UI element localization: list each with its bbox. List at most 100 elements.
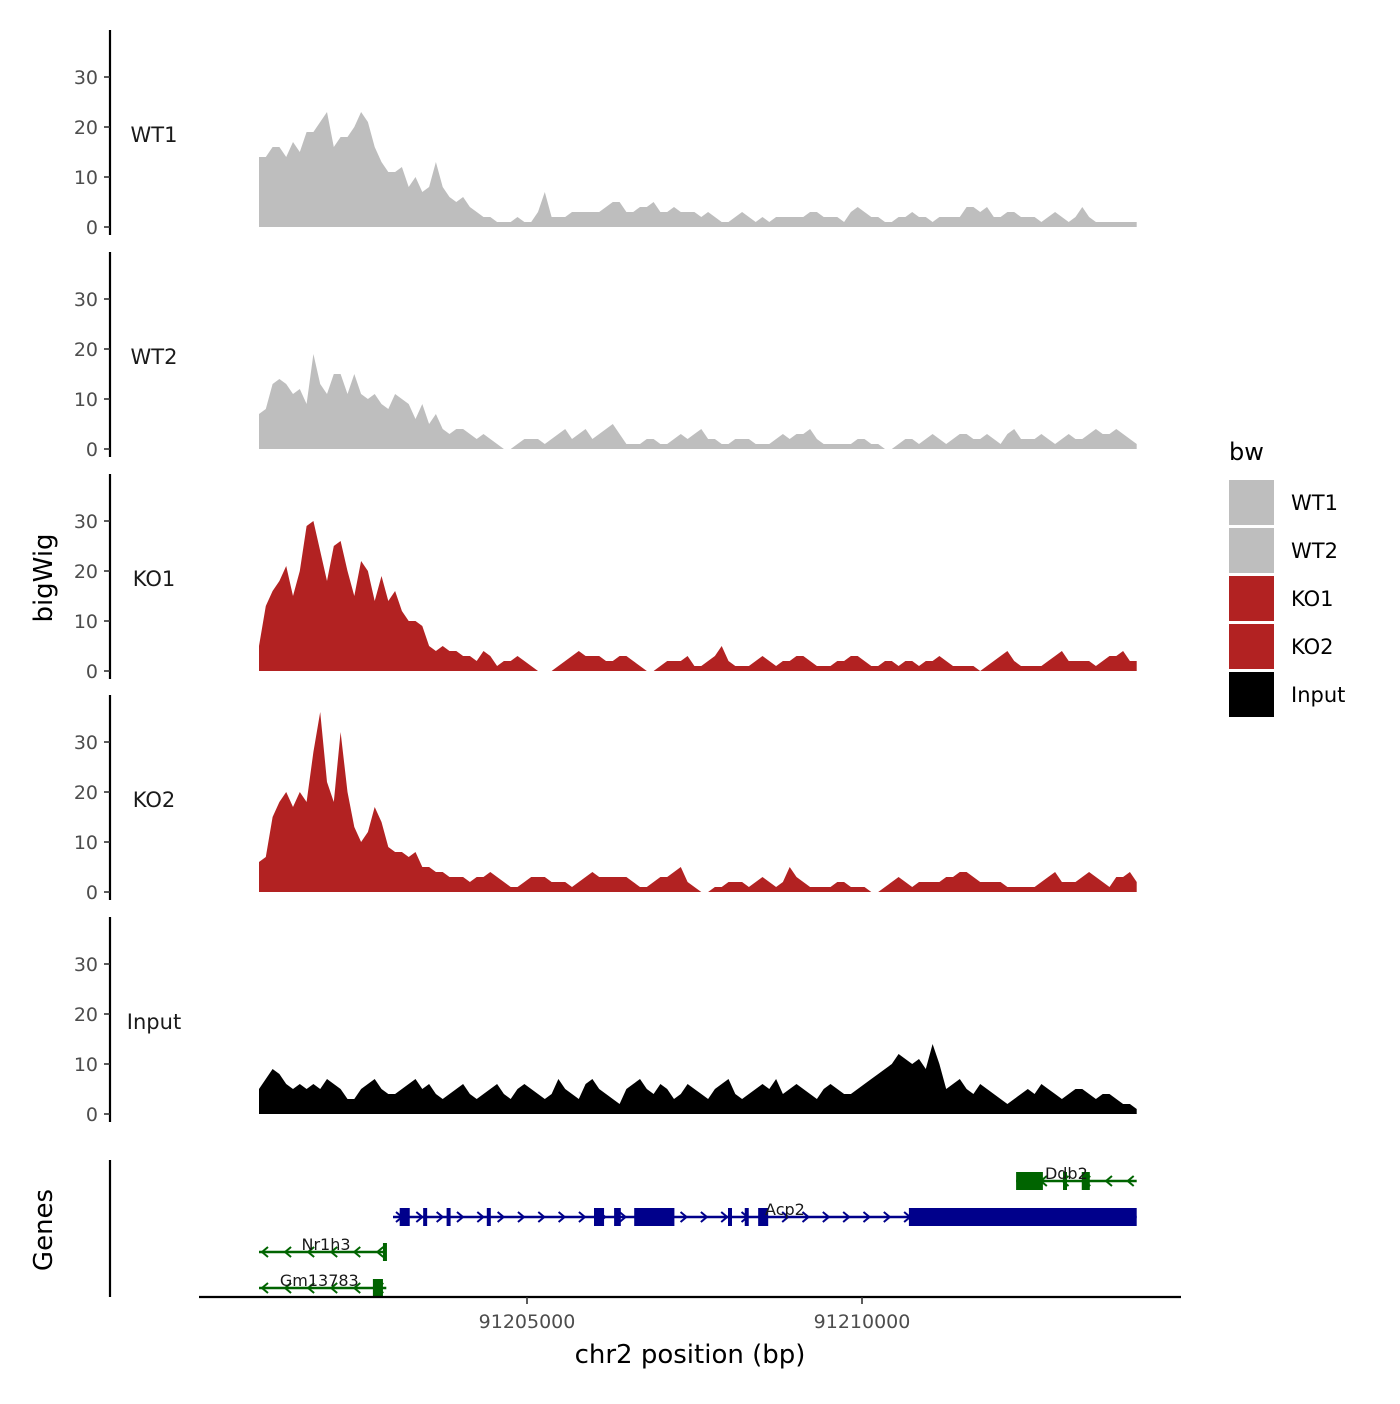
exon [372,1279,383,1297]
exon [1063,1172,1067,1190]
strand-arrow [415,1211,424,1223]
legend-label: KO1 [1291,587,1334,611]
gene-label: Acp2 [765,1200,805,1219]
gene-label: Ddb2 [1045,1164,1088,1183]
strand-arrow [306,1282,315,1294]
y-tick-label: 20 [74,561,98,583]
exon [634,1208,675,1226]
legend-swatch [1229,576,1274,621]
strand-arrow [283,1282,292,1294]
track-label: WT1 [131,123,178,147]
strand-arrow [537,1211,546,1223]
gene-label: Nr1h3 [301,1235,350,1254]
y-tick-label: 30 [74,511,98,533]
track-input: 0 10 20 30 Input [74,917,1137,1126]
track-area [259,354,1137,449]
track-label: KO1 [133,567,176,591]
legend-title: bw [1229,438,1264,466]
strand-arrow [496,1211,506,1223]
legend-label: KO2 [1291,635,1334,659]
genes-axis-label: Genes [29,1189,59,1271]
strand-arrow [329,1246,338,1258]
strand-arrow [375,1246,384,1258]
track-wt1: 0 10 20 30 WT1 [74,30,1137,239]
strand-arrow [1104,1175,1113,1187]
y-tick-label: 20 [74,1004,98,1026]
track-label: Input [127,1010,181,1034]
x-tick-label: 91210000 [814,1311,911,1333]
y-tick-label: 10 [74,611,98,633]
y-tick-label: 30 [74,732,98,754]
strand-arrow [822,1211,831,1223]
track-ko1: 0 10 20 30 KO1 [74,474,1137,683]
legend-label: WT1 [1291,491,1338,515]
strand-arrow [476,1211,485,1223]
x-tick-label: 91205000 [479,1311,576,1333]
exon [1016,1172,1043,1190]
genes-layer: Ddb2 Acp2 Nr1h3 Gm13783 [108,1160,1137,1297]
strand-arrow [517,1211,526,1223]
track-area [259,521,1137,671]
legend: bw WT1 WT2 KO1 KO2 Input [1229,438,1345,717]
strand-arrow [306,1246,315,1258]
track-area [259,1044,1137,1114]
legend-entry-wt1: WT1 [1229,480,1338,525]
strand-arrow [578,1211,587,1223]
y-tick-label: 30 [74,67,98,89]
legend-swatch [1229,528,1274,573]
legend-entry-ko2: KO2 [1229,624,1334,669]
strand-arrow [329,1282,338,1294]
strand-arrow [801,1211,811,1223]
exon [758,1208,769,1226]
y-tick-label: 20 [74,339,98,361]
exon [446,1208,451,1226]
legend-swatch [1229,672,1274,717]
strand-arrow [679,1211,689,1223]
exon [399,1208,410,1226]
legend-entry-input: Input [1229,672,1345,717]
x-axis: 91205000 91210000 [199,1295,1181,1333]
legend-swatch [1229,480,1274,525]
strand-arrow [352,1246,361,1258]
strand-arrow [260,1282,269,1294]
track-label: KO2 [133,788,176,812]
tracks-layer: 0 10 20 30 WT1 0 10 20 30 WT2 0 10 20 30 KO1 0 10 20 30 KO2… [74,30,1137,1126]
legend-entry-wt2: WT2 [1229,528,1338,573]
strand-arrow [720,1211,729,1223]
y-tick-label: 30 [74,954,98,976]
gene-ddb2: Ddb2 [1016,1164,1137,1190]
gene-gm13783: Gm13783 [259,1271,387,1297]
legend-label: WT2 [1291,539,1338,563]
strand-arrow [618,1211,628,1223]
strand-arrow [883,1211,892,1223]
y-tick-label: 20 [74,117,98,139]
track-wt2: 0 10 20 30 WT2 [74,252,1137,461]
exon [382,1243,387,1261]
strand-arrow [1126,1175,1135,1187]
exon [594,1208,605,1226]
track-area [259,712,1137,892]
y-tick-label: 10 [74,167,98,189]
strand-arrow [352,1282,361,1294]
y-tick-label: 0 [86,661,98,683]
exon [423,1208,428,1226]
exon [728,1208,732,1226]
gene-acp2: Acp2 [393,1200,1137,1226]
gene-label: Gm13783 [280,1271,359,1290]
strand-arrow [283,1246,292,1258]
strand-arrow [557,1211,567,1223]
y-tick-label: 20 [74,782,98,804]
strand-arrow [862,1211,872,1223]
exon [614,1208,621,1226]
exon [1081,1172,1090,1190]
strand-arrow [842,1211,851,1223]
strand-arrow [700,1211,709,1223]
strand-arrow [260,1246,269,1258]
y-tick-label: 10 [74,1054,98,1076]
legend-label: Input [1291,683,1345,707]
exon [486,1208,491,1226]
track-ko2: 0 10 20 30 KO2 [74,695,1137,904]
y-tick-label: 0 [86,439,98,461]
